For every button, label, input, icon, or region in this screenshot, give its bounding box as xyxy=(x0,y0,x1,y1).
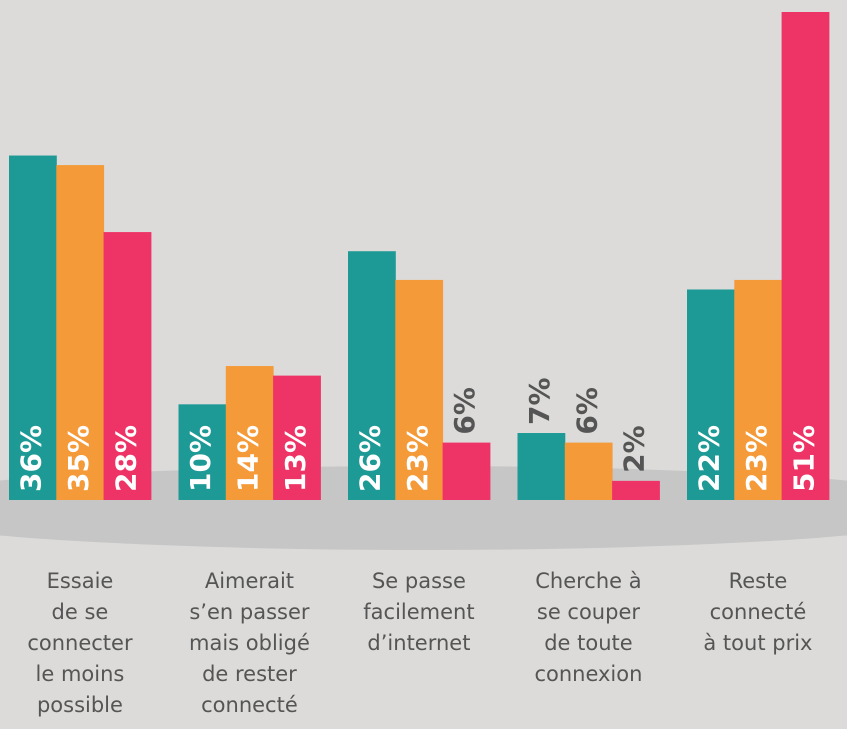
value-label: 36% xyxy=(15,425,48,492)
value-label: 23% xyxy=(401,425,434,492)
value-label: 6% xyxy=(448,387,481,435)
bar xyxy=(687,289,735,500)
value-label: 35% xyxy=(62,425,95,492)
bar xyxy=(442,442,491,500)
value-label: 22% xyxy=(693,425,726,492)
bar xyxy=(178,404,227,500)
bar xyxy=(395,279,444,500)
bar xyxy=(273,375,321,500)
value-label: 28% xyxy=(109,425,142,492)
value-label: 23% xyxy=(740,425,773,492)
bar xyxy=(517,433,566,500)
value-label: 6% xyxy=(570,387,603,435)
category-label: Se passe facilement d’internet xyxy=(363,569,475,655)
value-label: 13% xyxy=(279,425,312,492)
value-label: 51% xyxy=(787,425,820,492)
category-label: Aimerait s’en passer mais obligé de rest… xyxy=(189,569,310,717)
value-label: 7% xyxy=(523,377,556,425)
value-label: 14% xyxy=(231,425,264,492)
bar xyxy=(781,12,830,500)
bar xyxy=(612,480,660,500)
value-label: 26% xyxy=(354,425,387,492)
category-label: Essaie de se connecter le moins possible xyxy=(27,569,133,717)
value-label: 2% xyxy=(618,425,651,473)
bar xyxy=(225,366,274,500)
category-label: Cherche à se couper de toute connexion xyxy=(534,569,643,686)
value-label: 10% xyxy=(184,425,217,492)
bar xyxy=(564,442,613,500)
bar xyxy=(56,165,105,501)
bar xyxy=(103,232,152,500)
bar xyxy=(9,155,57,500)
bar xyxy=(734,279,783,500)
category-label: Reste connecté à tout prix xyxy=(703,569,813,655)
bar xyxy=(348,251,396,500)
